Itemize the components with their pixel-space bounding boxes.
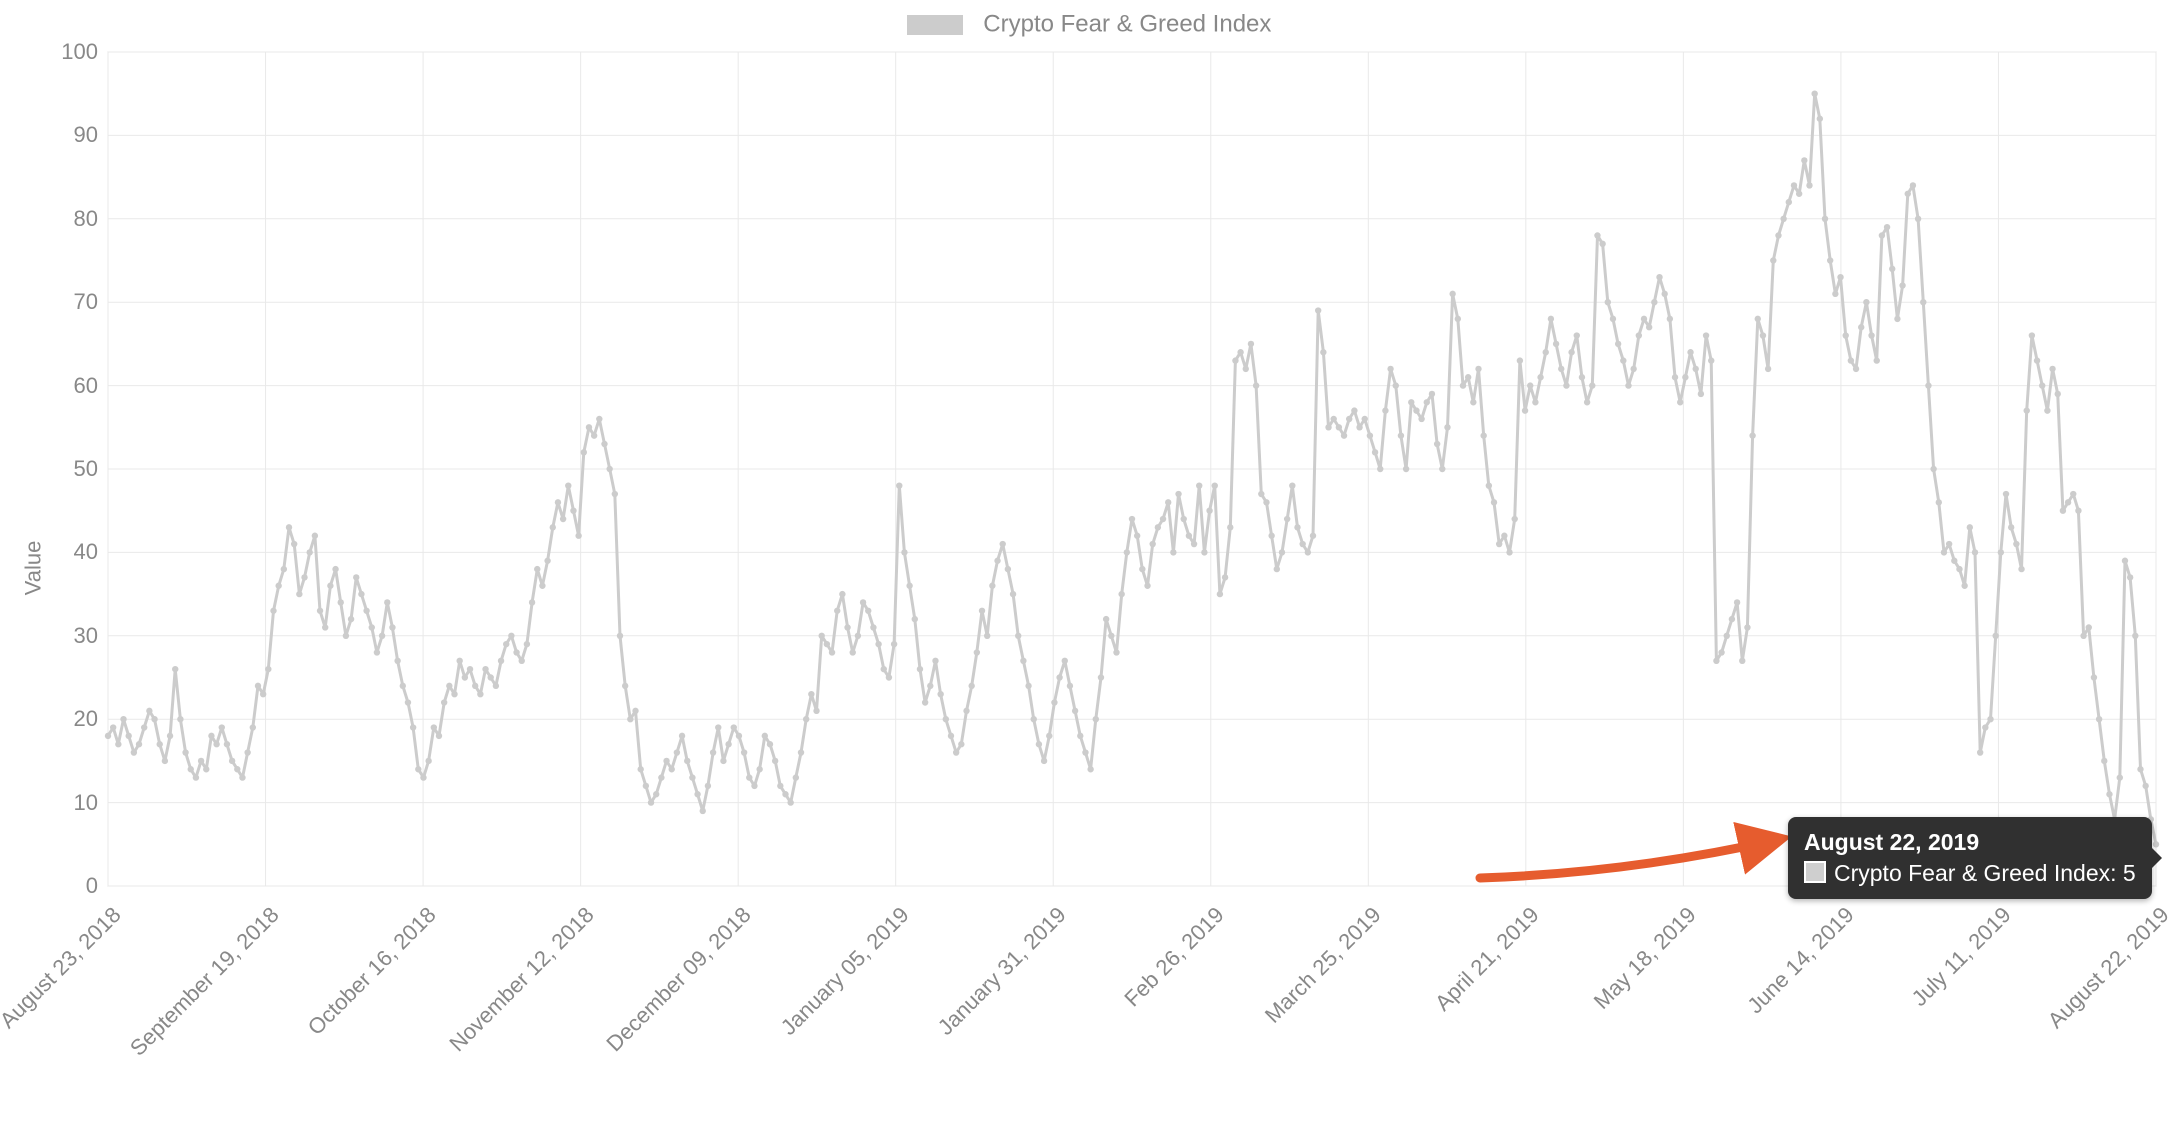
y-tick-label: 10: [38, 790, 98, 816]
y-tick-label: 40: [38, 539, 98, 565]
y-tick-label: 80: [38, 206, 98, 232]
y-tick-label: 20: [38, 706, 98, 732]
y-tick-label: 90: [38, 122, 98, 148]
y-tick-label: 0: [38, 873, 98, 899]
y-tick-label: 70: [38, 289, 98, 315]
tooltip-caret-icon: [2152, 848, 2162, 868]
y-tick-label: 30: [38, 623, 98, 649]
y-tick-label: 60: [38, 373, 98, 399]
chart-tooltip: August 22, 2019 Crypto Fear & Greed Inde…: [1788, 817, 2152, 899]
tooltip-series-label: Crypto Fear & Greed Index: [1834, 860, 2110, 886]
tooltip-row: Crypto Fear & Greed Index: 5: [1804, 858, 2136, 889]
y-tick-label: 50: [38, 456, 98, 482]
tooltip-title: August 22, 2019: [1804, 827, 2136, 858]
chart-plot[interactable]: [0, 0, 2178, 1136]
tooltip-swatch: [1804, 861, 1826, 883]
y-tick-label: 100: [38, 39, 98, 65]
chart-container: Crypto Fear & Greed Index Value 01020304…: [0, 0, 2178, 1136]
tooltip-value: 5: [2123, 860, 2136, 886]
